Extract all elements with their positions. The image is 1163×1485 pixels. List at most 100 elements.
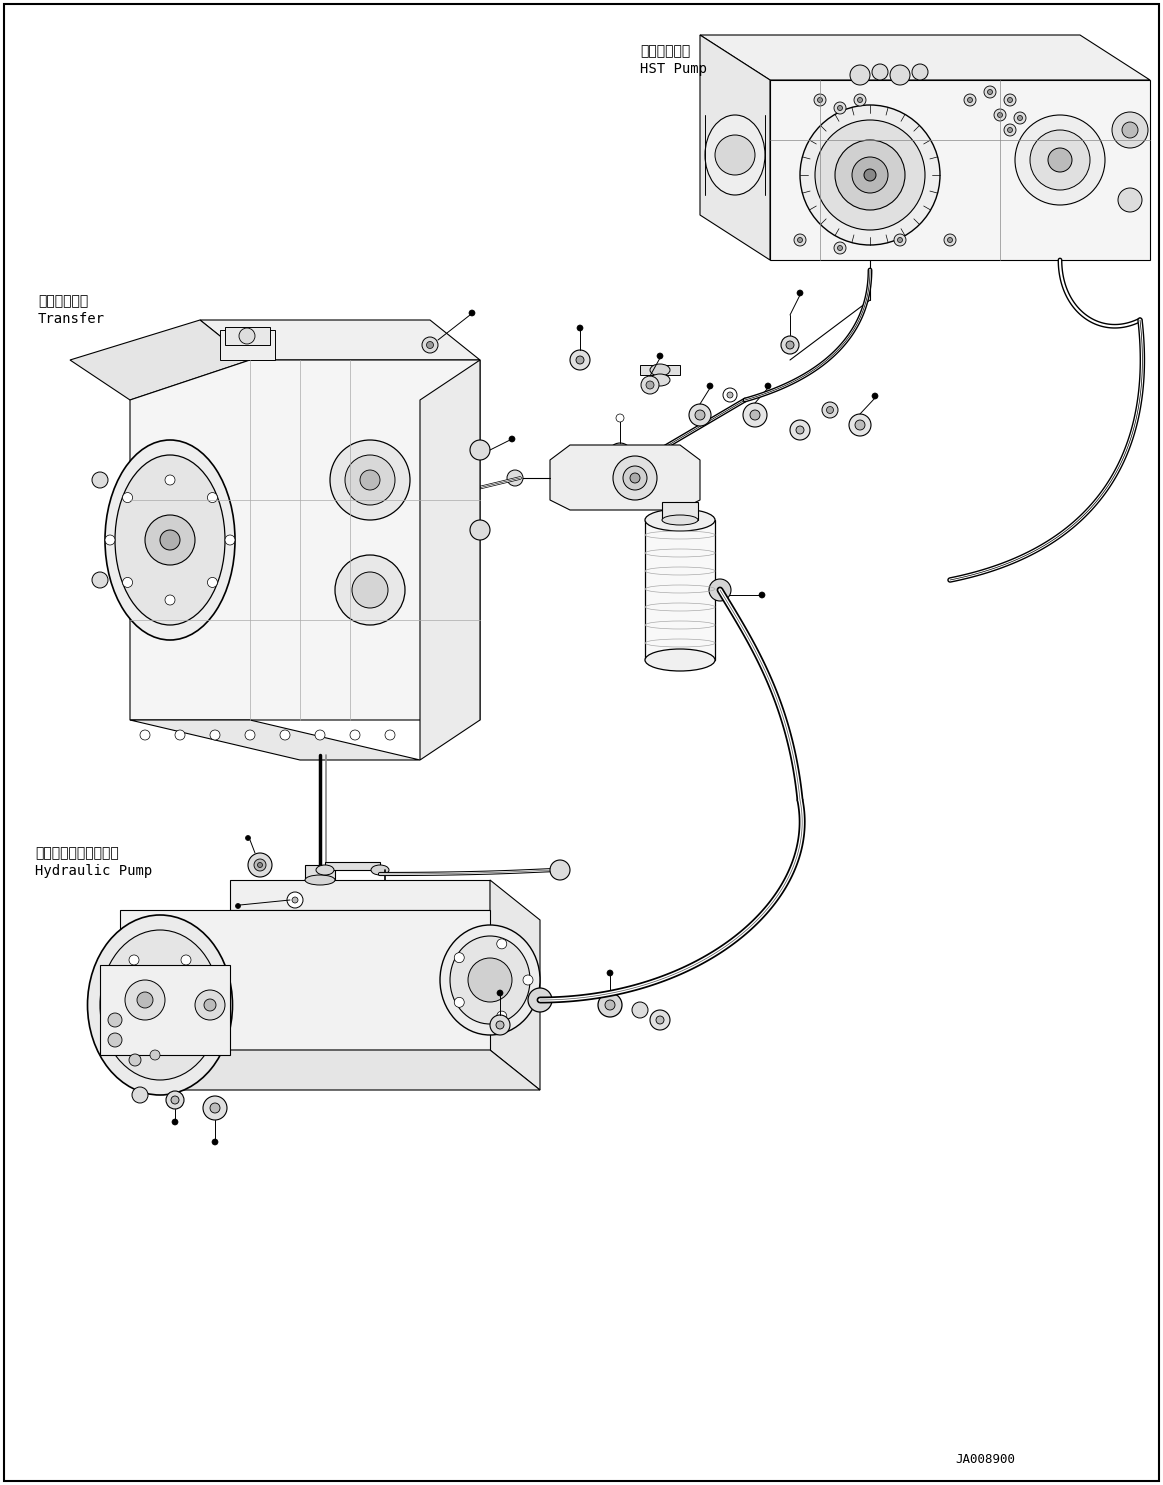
Circle shape (827, 407, 834, 413)
Circle shape (105, 535, 115, 545)
Circle shape (630, 474, 640, 483)
Circle shape (207, 578, 217, 588)
Ellipse shape (705, 114, 765, 195)
Polygon shape (130, 359, 480, 720)
Circle shape (650, 1010, 670, 1031)
Circle shape (509, 437, 515, 443)
Circle shape (837, 105, 842, 110)
Polygon shape (770, 80, 1150, 260)
Circle shape (864, 169, 876, 181)
Circle shape (468, 958, 512, 1002)
Bar (100, 965, 230, 1054)
Ellipse shape (305, 875, 335, 885)
Circle shape (837, 245, 842, 251)
Bar (640, 365, 680, 376)
Circle shape (108, 1013, 122, 1028)
Circle shape (352, 572, 388, 607)
Circle shape (207, 999, 217, 1010)
Circle shape (550, 860, 570, 881)
Circle shape (528, 988, 552, 1011)
Circle shape (204, 1096, 227, 1120)
Circle shape (598, 993, 622, 1017)
Text: JA008900: JA008900 (955, 1452, 1015, 1466)
Circle shape (224, 535, 235, 545)
Circle shape (616, 414, 625, 422)
Circle shape (1007, 128, 1013, 132)
Circle shape (818, 98, 822, 102)
Ellipse shape (87, 915, 233, 1094)
Circle shape (335, 555, 405, 625)
Polygon shape (130, 720, 420, 760)
Ellipse shape (650, 364, 670, 376)
Circle shape (122, 578, 133, 588)
Circle shape (140, 985, 180, 1025)
Circle shape (207, 493, 217, 502)
Circle shape (129, 955, 140, 965)
Circle shape (131, 1087, 148, 1103)
Circle shape (122, 967, 198, 1042)
Circle shape (507, 469, 523, 486)
Circle shape (174, 731, 185, 740)
Circle shape (849, 414, 871, 437)
Circle shape (254, 858, 266, 872)
Circle shape (171, 1096, 179, 1103)
Polygon shape (700, 36, 770, 260)
Circle shape (948, 238, 952, 242)
Circle shape (790, 420, 809, 440)
Text: ハイドロリックポンプ: ハイドロリックポンプ (35, 846, 119, 860)
Circle shape (195, 990, 224, 1020)
Circle shape (987, 89, 992, 95)
Circle shape (172, 1120, 178, 1126)
Circle shape (855, 420, 865, 431)
Circle shape (1007, 98, 1013, 102)
Circle shape (759, 593, 765, 598)
Circle shape (797, 290, 802, 296)
Circle shape (715, 135, 755, 175)
Circle shape (782, 336, 799, 353)
Circle shape (872, 394, 878, 399)
Circle shape (145, 515, 195, 564)
Ellipse shape (440, 925, 540, 1035)
Ellipse shape (645, 649, 715, 671)
Circle shape (850, 65, 870, 85)
Circle shape (497, 990, 504, 996)
Circle shape (129, 1054, 141, 1066)
Circle shape (1118, 189, 1142, 212)
Circle shape (280, 731, 290, 740)
Circle shape (688, 404, 711, 426)
Circle shape (211, 731, 220, 740)
Circle shape (607, 970, 613, 976)
Bar (645, 520, 715, 659)
Circle shape (709, 579, 732, 601)
Circle shape (794, 235, 806, 247)
Circle shape (1048, 148, 1072, 172)
Polygon shape (120, 910, 490, 1050)
Circle shape (181, 1045, 191, 1054)
Circle shape (614, 448, 626, 460)
Circle shape (455, 998, 464, 1007)
Circle shape (894, 235, 906, 247)
Circle shape (723, 388, 737, 402)
Circle shape (92, 572, 108, 588)
Circle shape (727, 392, 733, 398)
Circle shape (497, 1011, 507, 1022)
Circle shape (292, 897, 298, 903)
Polygon shape (700, 36, 1150, 80)
Ellipse shape (115, 454, 224, 625)
Circle shape (800, 105, 940, 245)
Ellipse shape (316, 864, 334, 875)
Circle shape (623, 466, 647, 490)
Circle shape (835, 140, 905, 209)
Circle shape (469, 310, 475, 316)
Ellipse shape (100, 930, 220, 1080)
Circle shape (1014, 111, 1026, 125)
Circle shape (695, 410, 705, 420)
Circle shape (964, 94, 976, 105)
Text: ＨＳＴポンプ: ＨＳＴポンプ (640, 45, 691, 58)
Ellipse shape (105, 440, 235, 640)
Circle shape (605, 999, 615, 1010)
Circle shape (211, 1103, 220, 1112)
Circle shape (124, 980, 165, 1020)
Polygon shape (420, 359, 480, 760)
Circle shape (1112, 111, 1148, 148)
